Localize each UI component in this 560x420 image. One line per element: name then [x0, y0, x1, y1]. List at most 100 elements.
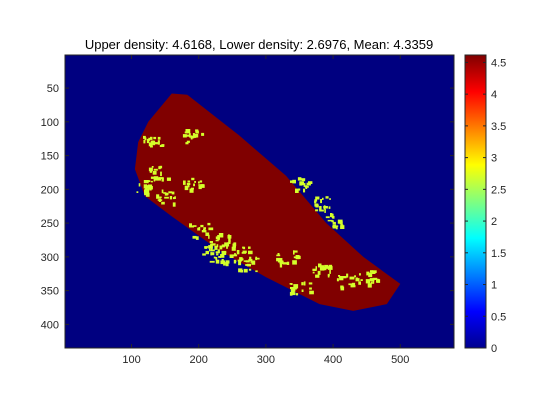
low-density-pixel: [201, 133, 204, 136]
low-density-pixel: [230, 254, 234, 258]
low-density-pixel: [314, 201, 316, 204]
low-density-pixel: [139, 183, 141, 186]
low-density-pixel: [166, 193, 169, 195]
low-density-pixel: [244, 269, 248, 273]
low-density-pixel: [210, 241, 213, 243]
low-density-pixel: [232, 247, 236, 251]
low-density-pixel: [356, 278, 360, 281]
low-density-pixel: [350, 277, 355, 280]
low-density-pixel: [206, 251, 210, 254]
low-density-pixel: [215, 257, 217, 260]
low-density-pixel: [302, 179, 305, 181]
low-density-pixel: [200, 225, 203, 227]
low-density-pixel: [168, 191, 172, 193]
low-density-pixel: [360, 279, 362, 281]
low-density-pixel: [226, 260, 230, 263]
low-density-pixel: [320, 265, 325, 267]
low-density-pixel: [324, 265, 328, 269]
plot-area: [65, 55, 454, 348]
low-density-pixel: [339, 276, 343, 280]
low-density-pixel: [191, 188, 194, 190]
low-density-pixel: [207, 223, 210, 225]
x-tick-label: 500: [391, 354, 409, 366]
low-density-pixel: [218, 238, 220, 241]
y-tick-label: 200: [41, 184, 59, 196]
low-density-pixel: [337, 278, 339, 281]
low-density-pixel: [161, 144, 164, 147]
low-density-pixel: [372, 273, 376, 275]
low-density-pixel: [217, 244, 219, 247]
low-density-pixel: [240, 270, 243, 273]
low-density-pixel: [167, 178, 171, 181]
colorbar: 00.511.522.533.544.5: [465, 55, 506, 355]
low-density-pixel: [371, 282, 373, 284]
low-density-pixel: [218, 256, 221, 258]
low-density-pixel: [198, 184, 201, 186]
low-density-pixel: [144, 180, 149, 183]
low-density-pixel: [366, 279, 370, 283]
low-density-pixel: [243, 251, 247, 254]
low-density-pixel: [304, 183, 306, 187]
y-tick-label: 100: [41, 117, 59, 129]
low-density-pixel: [216, 251, 220, 253]
low-density-pixel: [194, 181, 196, 183]
x-tick-label: 400: [324, 354, 342, 366]
low-density-pixel: [187, 183, 191, 185]
low-density-pixel: [158, 166, 161, 169]
low-density-pixel: [312, 269, 316, 271]
low-density-pixel: [309, 288, 312, 290]
y-tick-label: 350: [41, 286, 59, 298]
low-density-pixel: [143, 140, 145, 144]
low-density-pixel: [292, 260, 297, 264]
low-density-pixel: [170, 196, 172, 199]
low-density-pixel: [332, 216, 334, 219]
low-density-pixel: [151, 177, 156, 179]
low-density-pixel: [320, 199, 322, 203]
low-density-pixel: [238, 261, 241, 265]
low-density-pixel: [293, 250, 295, 254]
low-density-pixel: [235, 261, 237, 263]
x-tick-label: 100: [122, 354, 140, 366]
low-density-pixel: [224, 242, 229, 246]
low-density-pixel: [318, 271, 321, 275]
low-density-pixel: [302, 290, 304, 293]
low-density-pixel: [326, 216, 330, 218]
low-density-pixel: [146, 193, 150, 197]
low-density-pixel: [149, 142, 152, 146]
low-density-pixel: [255, 270, 257, 272]
low-density-pixel: [315, 197, 319, 200]
y-tick-label: 300: [41, 252, 59, 264]
low-density-pixel: [279, 258, 282, 261]
low-density-pixel: [296, 293, 298, 295]
low-density-pixel: [162, 190, 164, 194]
low-density-pixel: [249, 257, 251, 260]
low-density-pixel: [309, 291, 314, 295]
low-density-pixel: [228, 238, 231, 242]
low-density-pixel: [291, 283, 293, 285]
y-tick-label: 250: [41, 218, 59, 230]
low-density-pixel: [158, 140, 160, 145]
low-density-pixel: [248, 247, 251, 249]
low-density-pixel: [308, 181, 312, 184]
low-density-pixel: [305, 186, 309, 188]
low-density-pixel: [315, 209, 318, 211]
low-density-pixel: [314, 204, 318, 207]
colorbar-tick-label: 1.5: [491, 248, 506, 260]
low-density-pixel: [292, 180, 296, 184]
low-density-pixel: [159, 177, 164, 179]
colorbar-tick-label: 2.5: [491, 184, 506, 196]
colorbar-tick-label: 2: [491, 216, 497, 228]
low-density-pixel: [336, 226, 338, 229]
low-density-pixel: [156, 194, 159, 199]
low-density-pixel: [340, 225, 344, 229]
low-density-pixel: [358, 281, 361, 284]
low-density-pixel: [341, 287, 345, 291]
low-density-pixel: [196, 236, 199, 240]
low-density-pixel: [158, 199, 163, 201]
low-density-pixel: [183, 181, 186, 185]
low-density-pixel: [185, 132, 188, 134]
low-density-pixel: [154, 169, 158, 171]
low-density-pixel: [216, 253, 218, 255]
y-tick-label: 50: [47, 83, 59, 95]
low-density-pixel: [160, 172, 162, 177]
